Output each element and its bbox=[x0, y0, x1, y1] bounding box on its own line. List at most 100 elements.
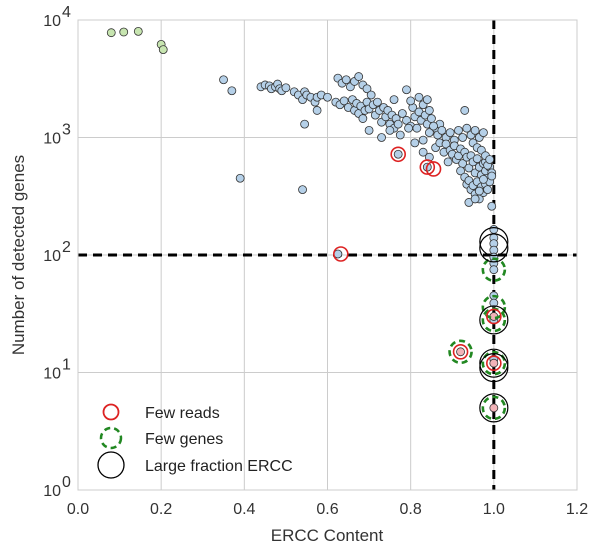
cell-point bbox=[460, 106, 470, 115]
x-tick-label: 0.4 bbox=[233, 501, 255, 518]
large-ercc-marker bbox=[479, 348, 509, 378]
cell-point bbox=[404, 123, 413, 133]
cell-point bbox=[358, 114, 368, 123]
cell-point bbox=[227, 86, 237, 96]
large-ercc-marker bbox=[479, 227, 509, 257]
plot-frame bbox=[77, 19, 578, 491]
few-reads-marker bbox=[419, 159, 436, 175]
x-tick-label: 0.6 bbox=[316, 501, 338, 518]
cell-point bbox=[393, 119, 403, 129]
green-cell-point bbox=[133, 26, 143, 36]
cell-point bbox=[479, 174, 488, 184]
legend-few-genes-label: Few genes bbox=[145, 431, 223, 448]
cell-point bbox=[372, 97, 382, 107]
few-genes-marker bbox=[481, 350, 507, 376]
cell-point bbox=[323, 92, 332, 102]
few-reads-marker bbox=[452, 344, 469, 360]
y-axis-label: Number of detected genes bbox=[9, 155, 28, 355]
cell-point bbox=[489, 225, 499, 234]
legend-few-reads-label: Few reads bbox=[145, 405, 220, 422]
legend: Few reads Few genes Large fraction ERCC bbox=[97, 403, 293, 479]
cell-point bbox=[464, 163, 474, 173]
cell-point bbox=[427, 114, 436, 123]
cell-point bbox=[424, 128, 434, 138]
flag-markers bbox=[333, 146, 509, 423]
cell-point bbox=[418, 135, 428, 145]
x-tick-label: 0.0 bbox=[67, 501, 89, 518]
x-tick-label: 0.2 bbox=[150, 501, 172, 518]
cell-point bbox=[410, 138, 420, 148]
cell-points bbox=[106, 26, 499, 413]
cell-point bbox=[470, 194, 480, 204]
cell-point bbox=[474, 186, 484, 196]
cell-point bbox=[364, 125, 374, 135]
cell-point bbox=[487, 201, 497, 211]
cell-point bbox=[485, 155, 495, 164]
few-genes-marker bbox=[448, 339, 473, 365]
cell-point bbox=[424, 106, 434, 115]
x-axis-label: ERCC Content bbox=[271, 526, 384, 545]
cell-point bbox=[339, 96, 349, 106]
y-tick-label: 10 bbox=[43, 483, 61, 500]
cell-point bbox=[402, 85, 411, 95]
cell-point bbox=[397, 109, 407, 118]
cell-point bbox=[393, 149, 403, 159]
y-tick-label: 10 bbox=[43, 13, 61, 30]
pink-cell-point bbox=[489, 403, 499, 413]
y-tick-label: 10 bbox=[43, 248, 61, 265]
x-tick-label: 0.8 bbox=[400, 501, 422, 518]
y-tick-exponent: 4 bbox=[62, 4, 71, 21]
cell-point bbox=[456, 166, 465, 176]
cell-point bbox=[479, 128, 488, 138]
cell-point bbox=[441, 139, 451, 149]
y-tick-exponent: 1 bbox=[62, 357, 71, 374]
few-genes-marker bbox=[481, 257, 507, 282]
large-ercc-marker bbox=[479, 305, 509, 335]
y-tick-label: 10 bbox=[43, 131, 61, 148]
green-cell-point bbox=[119, 27, 129, 37]
cell-point bbox=[462, 123, 472, 133]
cell-point bbox=[377, 133, 386, 142]
cell-point bbox=[389, 95, 399, 105]
cell-point bbox=[422, 95, 432, 105]
x-tick-label: 1.0 bbox=[483, 501, 505, 518]
cell-point bbox=[385, 125, 395, 135]
cell-point bbox=[354, 72, 364, 81]
cell-point bbox=[418, 147, 428, 157]
few-reads-marker bbox=[486, 308, 502, 325]
large-ercc-marker bbox=[479, 233, 509, 263]
few-reads-marker bbox=[425, 161, 442, 177]
few-reads-marker bbox=[333, 246, 349, 262]
y-tick-exponent: 0 bbox=[62, 474, 71, 491]
cell-point bbox=[454, 125, 463, 135]
few-genes-marker bbox=[481, 294, 507, 320]
legend-few-genes-marker bbox=[99, 426, 123, 450]
cell-point bbox=[414, 92, 424, 102]
x-tick-label: 1.2 bbox=[566, 501, 588, 518]
x-tick-labels: 0.0 0.2 0.4 0.6 0.8 1.0 1.2 bbox=[67, 501, 588, 518]
y-tick-exponent: 3 bbox=[62, 122, 71, 139]
cell-point bbox=[281, 83, 291, 93]
cell-point bbox=[395, 130, 405, 140]
large-ercc-marker bbox=[479, 353, 509, 383]
pink-cell-point bbox=[456, 347, 465, 357]
few-reads-marker bbox=[486, 355, 502, 371]
cell-point bbox=[219, 75, 228, 85]
y-tick-label: 10 bbox=[43, 366, 61, 383]
y-tick-exponent: 2 bbox=[62, 239, 71, 256]
cell-point bbox=[489, 265, 499, 275]
cell-point bbox=[298, 185, 307, 195]
green-cell-point bbox=[106, 28, 116, 38]
few-genes-marker bbox=[481, 395, 507, 421]
cell-point bbox=[470, 125, 480, 135]
legend-large-ercc-marker bbox=[97, 451, 125, 479]
cell-point bbox=[445, 128, 455, 138]
cell-point bbox=[458, 133, 468, 142]
cell-point bbox=[472, 154, 482, 164]
cell-point bbox=[483, 185, 492, 195]
cell-point bbox=[235, 173, 245, 183]
cell-point bbox=[300, 119, 310, 129]
cell-point bbox=[312, 106, 322, 115]
